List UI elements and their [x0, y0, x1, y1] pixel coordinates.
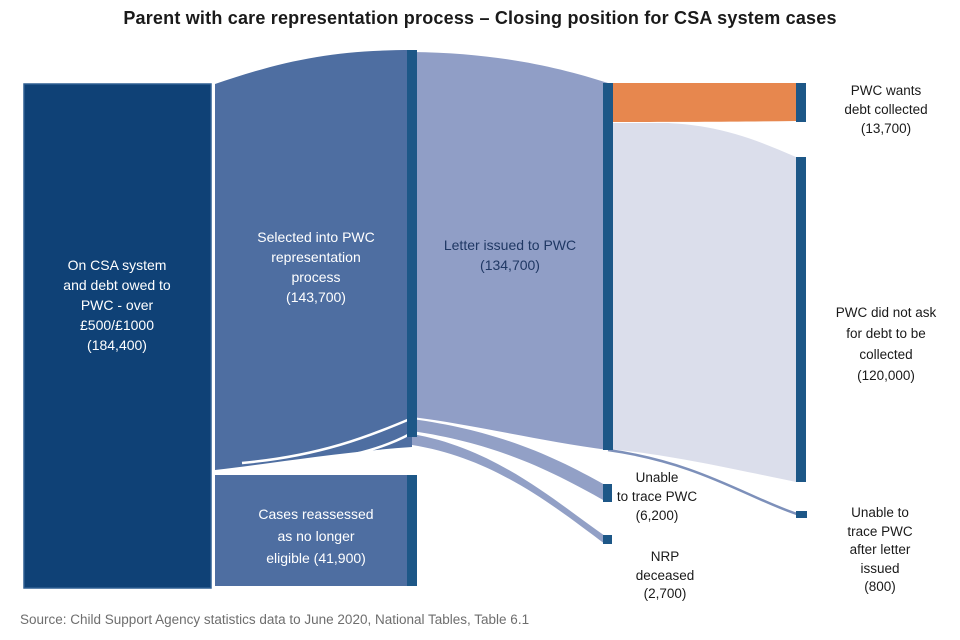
node-bar-letter — [603, 83, 613, 450]
label-node-oncsa: On CSA system and debt owed to PWC - ove… — [63, 257, 171, 353]
node-bar-unable-after — [796, 511, 807, 518]
label-out-unable-after: Unable to trace PWC after letter issued … — [847, 505, 913, 594]
node-bar-didnotask — [796, 157, 806, 482]
node-bar-pwc-wants — [796, 83, 806, 122]
flow-letter-to-didnotask — [608, 123, 796, 482]
flow-letter-to-unableafter — [607, 448, 798, 516]
flow-letter-to-wants — [608, 83, 796, 122]
node-bar-cases — [407, 475, 417, 586]
flow-selected-to-letter — [412, 52, 608, 450]
flow-selected-to-nrpdeceased — [412, 434, 605, 544]
node-bar-selected — [407, 50, 417, 437]
label-out-pwc-wants: PWC wants debt collected (13,700) — [844, 83, 928, 136]
flow-oncsa-to-selected — [215, 50, 412, 470]
label-node-selected: Selected into PWC representation process… — [257, 229, 375, 305]
label-out-didnotask: PWC did not ask for debt to be collected… — [835, 305, 937, 383]
node-bar-unable-trace — [603, 484, 612, 502]
flow-oncsa-to-cases — [215, 475, 407, 586]
flow-separator-2 — [255, 432, 411, 469]
label-mid-unable-trace: Unable to trace PWC (6,200) — [616, 470, 698, 523]
chart-title: Parent with care representation process … — [123, 8, 837, 28]
node-bar-nrp-deceased — [603, 535, 612, 544]
label-node-letter: Letter issued to PWC (134,700) — [443, 237, 577, 273]
flow-separator-1 — [241, 417, 411, 465]
node-box-oncsa — [23, 83, 212, 589]
label-node-cases: Cases reassessed as no longer eligible (… — [258, 506, 374, 566]
flow-selected-to-unabletrace — [412, 419, 605, 501]
source-note: Source: Child Support Agency statistics … — [20, 612, 530, 627]
label-mid-nrp-deceased: NRP deceased (2,700) — [635, 549, 695, 601]
